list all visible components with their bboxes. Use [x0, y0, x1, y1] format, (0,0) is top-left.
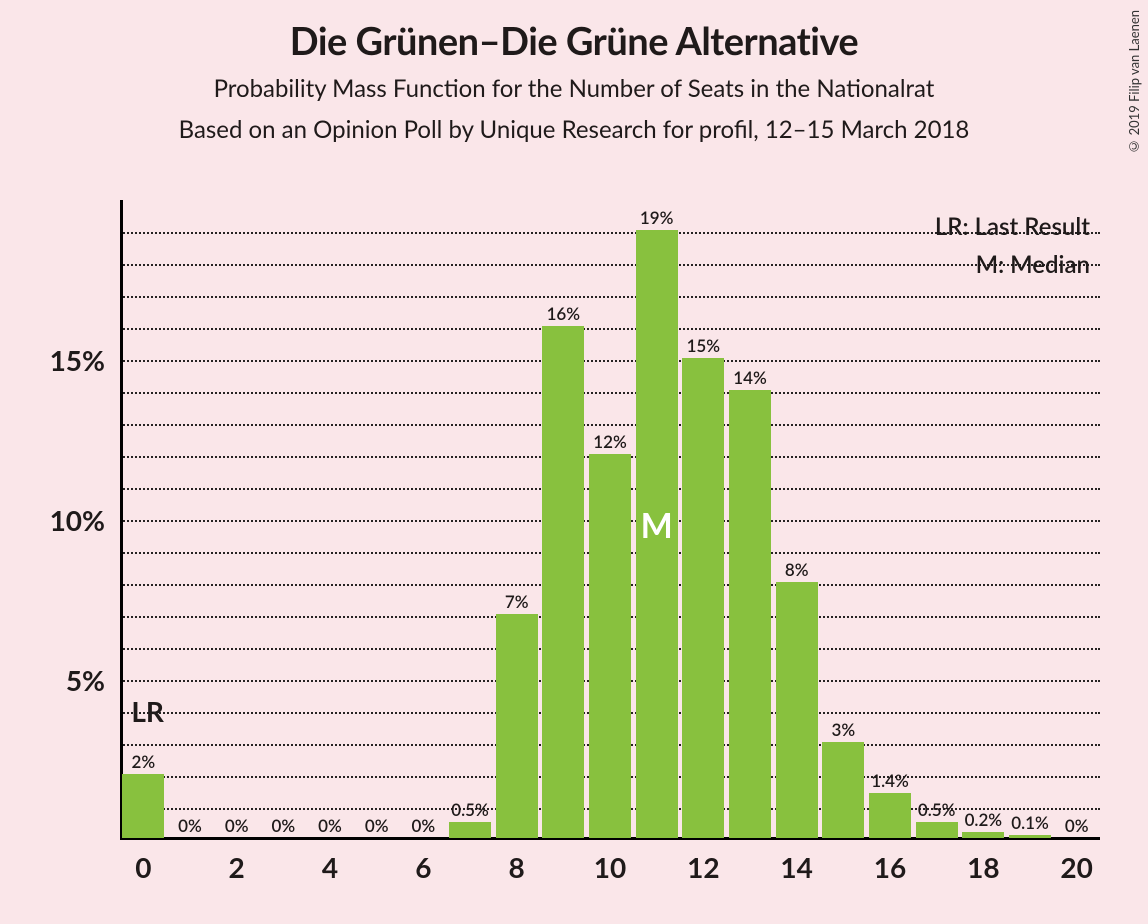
chart-legend: LR: Last Result M: Median: [935, 208, 1090, 285]
legend-lr: LR: Last Result: [935, 208, 1090, 246]
bar-value-label: 1.4%: [871, 770, 909, 791]
x-tick-label: 12: [687, 850, 719, 884]
bar: [962, 832, 1004, 838]
bar-value-label: 19%: [640, 207, 674, 228]
x-tick-label: 20: [1060, 850, 1092, 884]
bar: [916, 822, 958, 838]
x-tick-label: 4: [322, 850, 338, 884]
bar: [496, 614, 538, 838]
bar: [122, 774, 164, 838]
chart-subtitle-2: Based on an Opinion Poll by Unique Resea…: [0, 115, 1148, 144]
bar-value-label: 0%: [365, 815, 389, 836]
bar-value-label: 7%: [505, 591, 529, 612]
bar: [729, 390, 771, 838]
x-tick-label: 8: [509, 850, 525, 884]
y-tick-label: 5%: [15, 663, 105, 697]
bar-value-label: 0%: [225, 815, 249, 836]
bar-value-label: 0%: [412, 815, 436, 836]
bar: [682, 358, 724, 838]
copyright-text: © 2019 Filip van Laenen: [1126, 10, 1142, 155]
bar-value-label: 0.5%: [918, 799, 956, 820]
x-tick-label: 2: [229, 850, 245, 884]
bar-value-label: 0.1%: [1011, 812, 1049, 833]
lr-marker: LR: [131, 694, 164, 728]
bar: [589, 454, 631, 838]
bar: [1009, 835, 1051, 838]
bar-value-label: 0%: [1065, 815, 1089, 836]
bar-value-label: 12%: [593, 431, 627, 452]
bar-value-label: 15%: [687, 335, 721, 356]
x-tick-label: 6: [415, 850, 431, 884]
bar-value-label: 0%: [272, 815, 296, 836]
x-tick-label: 10: [594, 850, 626, 884]
x-tick-label: 18: [967, 850, 999, 884]
chart-title: Die Grünen–Die Grüne Alternative: [0, 18, 1148, 64]
median-marker: M: [641, 505, 673, 546]
bar-value-label: 0.2%: [965, 809, 1003, 830]
chart-area: 2% 0% 0% 0% 0% 0% 0% 0.5% 7% 16% 12% 19% 15% 14% 8% 3% 1…: [120, 200, 1100, 840]
bar-value-label: 14%: [733, 367, 767, 388]
bar-value-label: 0%: [178, 815, 202, 836]
bar: [822, 742, 864, 838]
bar-value-label: 8%: [785, 559, 809, 580]
x-tick-label: 14: [780, 850, 812, 884]
bar-value-label: 3%: [832, 719, 856, 740]
bar-value-label: 0.5%: [451, 799, 489, 820]
x-tick-label: 0: [135, 850, 151, 884]
bar: [776, 582, 818, 838]
bar-value-label: 2%: [132, 751, 156, 772]
y-tick-label: 15%: [15, 343, 105, 377]
bar-value-label: 0%: [318, 815, 342, 836]
bar: [869, 793, 911, 838]
bar: [542, 326, 584, 838]
bar: [449, 822, 491, 838]
bars-group: 2% 0% 0% 0% 0% 0% 0% 0.5% 7% 16% 12% 19% 15% 14% 8% 3% 1…: [120, 200, 1100, 840]
x-tick-label: 16: [874, 850, 906, 884]
bar-value-label: 16%: [547, 303, 581, 324]
legend-median: M: Median: [935, 246, 1090, 284]
y-tick-label: 10%: [15, 503, 105, 537]
chart-subtitle-1: Probability Mass Function for the Number…: [0, 74, 1148, 103]
